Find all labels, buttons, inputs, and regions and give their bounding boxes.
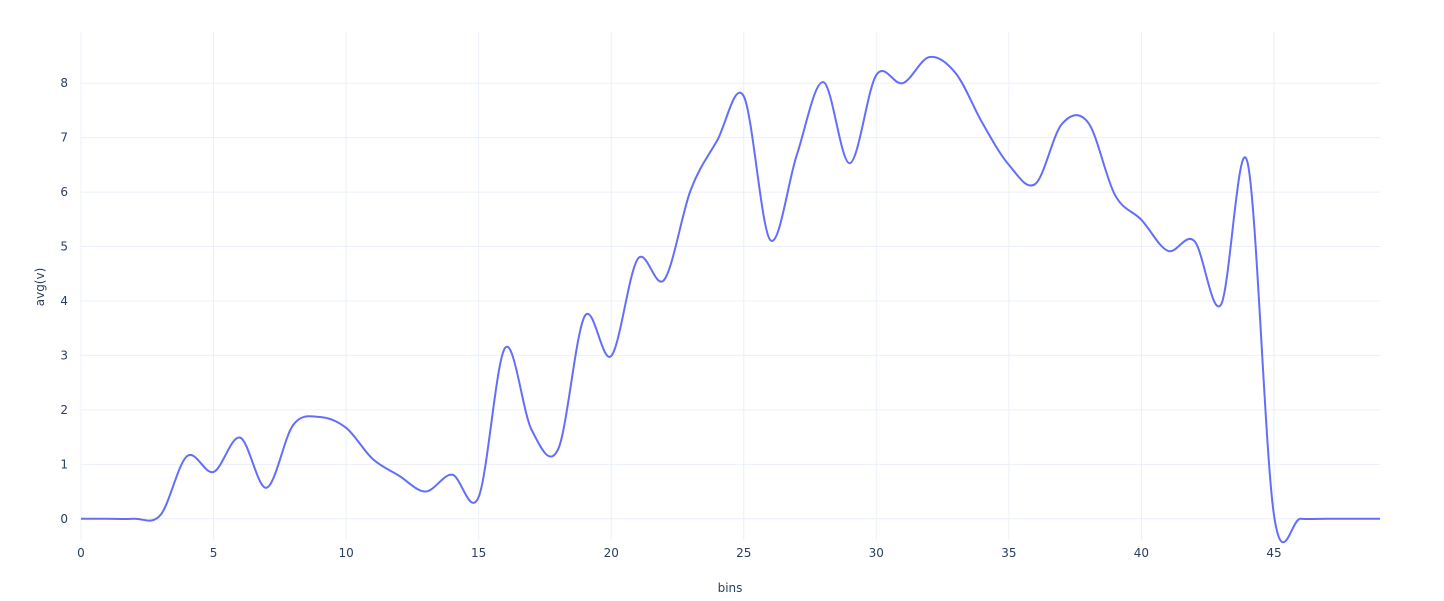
y-tick-label: 7 [60,131,68,145]
y-tick-label: 2 [60,403,68,417]
y-tick-label: 4 [60,294,68,308]
x-tick-label: 15 [471,546,486,560]
x-tick-label: 10 [338,546,353,560]
x-tick-label: 40 [1134,546,1149,560]
x-tick-label: 30 [869,546,884,560]
y-tick-label: 0 [60,512,68,526]
x-axis-title: bins [718,581,743,595]
x-tick-label: 35 [1001,546,1016,560]
x-tick-label: 45 [1266,546,1281,560]
y-tick-label: 3 [60,348,68,362]
y-tick-label: 1 [60,457,68,471]
x-tick-label: 20 [604,546,619,560]
y-tick-label: 8 [60,76,68,90]
y-axis-title: avg(v) [33,268,47,307]
x-tick-label: 0 [77,546,85,560]
x-tick-label: 25 [736,546,751,560]
line [81,55,1380,544]
y-tick-label: 6 [60,185,68,199]
y-tick-label: 5 [60,240,68,254]
x-tick-label: 5 [210,546,218,560]
